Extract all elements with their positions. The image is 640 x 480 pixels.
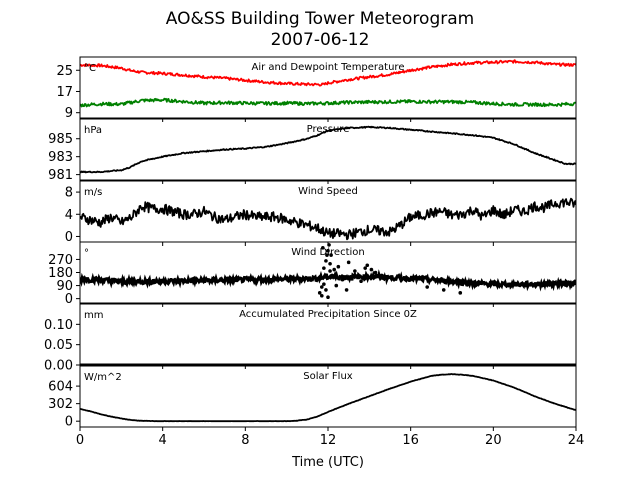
precip-ytick-label: 0.00 — [44, 359, 73, 374]
pres-ytick-label: 981 — [48, 168, 73, 183]
solar-panel-title: Solar Flux — [303, 371, 353, 382]
wdir-point — [332, 267, 337, 272]
wdir-point — [328, 269, 332, 273]
wdir-point — [353, 269, 357, 273]
wdir-point — [348, 275, 353, 279]
wdir-point — [328, 261, 332, 266]
x-tick-label: 20 — [485, 433, 502, 448]
panel-pres: 981 983 985 hPa Pressure — [48, 118, 577, 184]
wdir-point — [425, 285, 430, 289]
temp-ytick-label: 9 — [65, 106, 73, 121]
wdir-point — [324, 259, 328, 263]
precip-panel-title: Accumulated Precipitation Since 0Z — [239, 309, 417, 320]
x-tick-label: 0 — [76, 433, 84, 448]
pres-unit-label: hPa — [84, 125, 102, 136]
wdir-point — [340, 277, 345, 282]
wdir-ytick-label: 0 — [65, 292, 73, 307]
wdir-point — [336, 264, 341, 269]
solar-plot-area — [80, 373, 576, 423]
temp-plot-area — [80, 59, 576, 108]
x-axis: 0 4 8 12 16 20 24 — [76, 433, 584, 448]
temp-ytick-label: 17 — [56, 85, 73, 100]
wspd-series-0 — [80, 197, 576, 241]
wspd-ytick-label: 8 — [65, 186, 73, 201]
precip-unit-label: mm — [84, 310, 103, 321]
wdir-point — [346, 260, 351, 265]
precip-ytick-label: 0.10 — [44, 318, 73, 333]
wdir-point — [325, 253, 329, 257]
wspd-ytick-label: 0 — [65, 230, 73, 245]
pres-ytick-label: 983 — [48, 150, 73, 165]
wdir-ytick-label: 270 — [48, 253, 73, 268]
solar-ytick-label: 302 — [48, 397, 73, 412]
pres-panel-title: Pressure — [307, 124, 350, 135]
wdir-point — [317, 291, 322, 295]
temp-panel-title: Air and Dewpoint Temperature — [252, 62, 405, 73]
x-tick-label: 12 — [320, 433, 337, 448]
wdir-point — [365, 263, 370, 268]
wdir-point — [324, 288, 328, 292]
wdir-point — [320, 285, 324, 289]
wdir-band — [80, 269, 576, 292]
wdir-point — [334, 283, 339, 288]
x-tick-label: 16 — [402, 433, 419, 448]
wspd-ytick-label: 4 — [65, 208, 73, 223]
wdir-point — [363, 266, 368, 270]
wdir-point — [320, 293, 324, 298]
wdir-plot-area — [80, 243, 576, 299]
wdir-point — [379, 273, 384, 278]
wdir-point — [441, 288, 446, 292]
wspd-plot-area — [80, 197, 576, 241]
wdir-point — [344, 288, 349, 292]
wdir-ytick-label: 180 — [48, 266, 73, 281]
wdir-point — [326, 248, 330, 253]
pres-ytick-label: 985 — [48, 132, 73, 147]
temp-ytick-label: 25 — [56, 64, 73, 79]
x-tick-label: 4 — [159, 433, 167, 448]
temp-unit-label: °C — [84, 63, 96, 74]
figure-title: AO&SS Building Tower Meteorogram — [166, 9, 474, 29]
wdir-point — [322, 266, 326, 270]
wdir-panel-title: Wind Direction — [291, 247, 365, 258]
solar-ytick-label: 604 — [48, 380, 73, 395]
wspd-panel-title: Wind Speed — [298, 186, 358, 197]
wdir-point — [321, 246, 325, 250]
wdir-point — [458, 291, 463, 295]
temp-series-1 — [80, 97, 576, 108]
panel-temp: 9 17 25 °C Air and Dewpoint Temperature — [56, 56, 577, 122]
panel-solar: 0 302 604 W/m^2 Solar Flux — [48, 365, 577, 431]
pres-plot-area — [80, 125, 576, 174]
wdir-point — [369, 267, 374, 272]
solar-series-0 — [80, 373, 576, 423]
wdir-ytick-label: 90 — [56, 279, 73, 294]
panel-precip: 0.00 0.05 0.10 mm Accumulated Precipitation … — [44, 303, 577, 374]
wdir-point — [329, 253, 333, 257]
pres-series-0 — [80, 125, 576, 174]
wdir-point — [326, 295, 330, 299]
x-axis-label: Time (UTC) — [291, 455, 364, 470]
wdir-point — [327, 243, 331, 247]
panel-wspd: 0 4 8 m/s Wind Speed — [65, 180, 577, 246]
temp-series-0 — [80, 59, 576, 87]
wdir-unit-label: ° — [84, 248, 89, 259]
x-tick-label: 24 — [568, 433, 585, 448]
solar-unit-label: W/m^2 — [84, 372, 122, 383]
solar-ytick-label: 0 — [65, 415, 73, 430]
precip-ytick-label: 0.05 — [44, 338, 73, 353]
wdir-point — [322, 282, 326, 286]
x-tick-label: 8 — [241, 433, 249, 448]
wdir-point — [330, 273, 334, 278]
wdir-point — [373, 270, 378, 275]
figure-subtitle: 2007-06-12 — [271, 30, 370, 50]
wspd-unit-label: m/s — [84, 187, 102, 198]
wdir-point — [359, 279, 363, 284]
